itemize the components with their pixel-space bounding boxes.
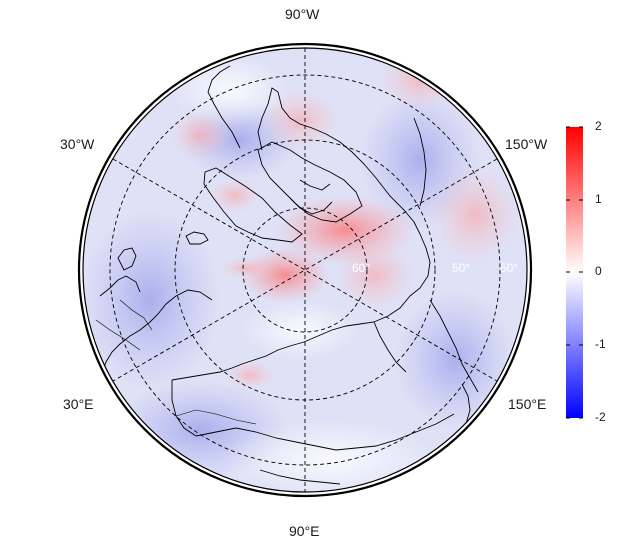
latitude-label: 60° bbox=[352, 261, 370, 275]
longitude-label-150w: 150°W bbox=[505, 136, 548, 152]
colorbar bbox=[566, 127, 583, 418]
colorbar-tick-label: -2 bbox=[595, 410, 606, 424]
longitude-label-90w: 90°W bbox=[285, 6, 320, 22]
colorbar-ticks bbox=[566, 126, 583, 419]
graticule bbox=[109, 48, 501, 492]
longitude-label-150e: 150°E bbox=[508, 396, 547, 412]
map-border-outer bbox=[82, 47, 528, 493]
colorbar-tick-label: 1 bbox=[595, 192, 602, 206]
longitude-label-30e: 30°E bbox=[63, 396, 94, 412]
latitude-label: 50° bbox=[452, 261, 470, 275]
longitude-label-30w: 30°W bbox=[60, 136, 95, 152]
latitude-label: 50° bbox=[500, 261, 518, 275]
colorbar-tick-label: 0 bbox=[595, 264, 602, 278]
longitude-label-90e: 90°E bbox=[289, 523, 320, 539]
colorbar-tick-label: -1 bbox=[595, 337, 606, 351]
colorbar-tick-label: 2 bbox=[595, 119, 602, 133]
map-border-ring bbox=[77, 42, 533, 498]
